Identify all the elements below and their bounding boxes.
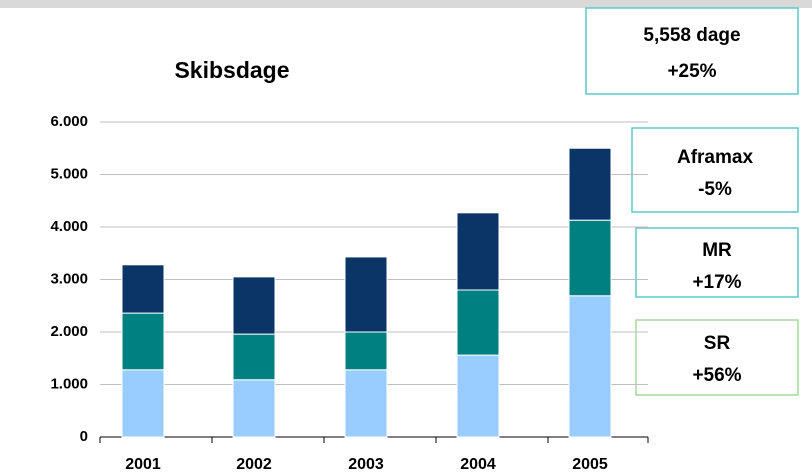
y-tick-label: 0: [80, 428, 88, 445]
bar-segment: [232, 333, 276, 381]
bar-segment: [344, 369, 388, 438]
annotation-change: -5%: [698, 179, 732, 200]
annotation-title: SR: [704, 333, 731, 354]
y-tick-label: 3.000: [50, 270, 88, 287]
x-axis-ticks: [99, 437, 649, 443]
chart-title: Skibsdage: [174, 57, 289, 83]
annotation-title: MR: [702, 240, 732, 261]
annotation-title: Aframax: [677, 147, 753, 168]
annotation-boxes: [585, 7, 799, 396]
bar-segment: [456, 289, 500, 356]
x-tick-label: 2004: [460, 456, 496, 473]
y-tick-label: 4.000: [50, 218, 88, 235]
annotation-change: +17%: [692, 272, 741, 293]
top-band: [0, 0, 812, 8]
annotation-title: 5,558 dage: [643, 25, 740, 46]
bar-segment: [568, 219, 612, 297]
bar-segment: [344, 256, 388, 333]
x-tick-label: 2005: [572, 456, 608, 473]
bar-segment: [121, 312, 165, 371]
bar-segment: [456, 212, 500, 291]
y-tick-label: 5.000: [50, 165, 88, 182]
annotation-change: +56%: [692, 365, 741, 386]
bar-segment: [456, 354, 500, 438]
bar-segment: [568, 147, 612, 221]
bar-segment: [121, 369, 165, 438]
bar-segment: [121, 264, 165, 314]
y-tick-label: 1.000: [50, 375, 88, 392]
x-tick-label: 2003: [348, 456, 384, 473]
bar-segment: [232, 379, 276, 438]
bar-segment: [232, 276, 276, 335]
bar-segment: [568, 295, 612, 438]
y-tick-label: 6.000: [50, 113, 88, 130]
annotation-change: +25%: [667, 61, 716, 82]
bar-segment: [344, 331, 388, 371]
x-tick-label: 2001: [125, 456, 161, 473]
y-tick-label: 2.000: [50, 323, 88, 340]
x-tick-label: 2002: [236, 456, 272, 473]
